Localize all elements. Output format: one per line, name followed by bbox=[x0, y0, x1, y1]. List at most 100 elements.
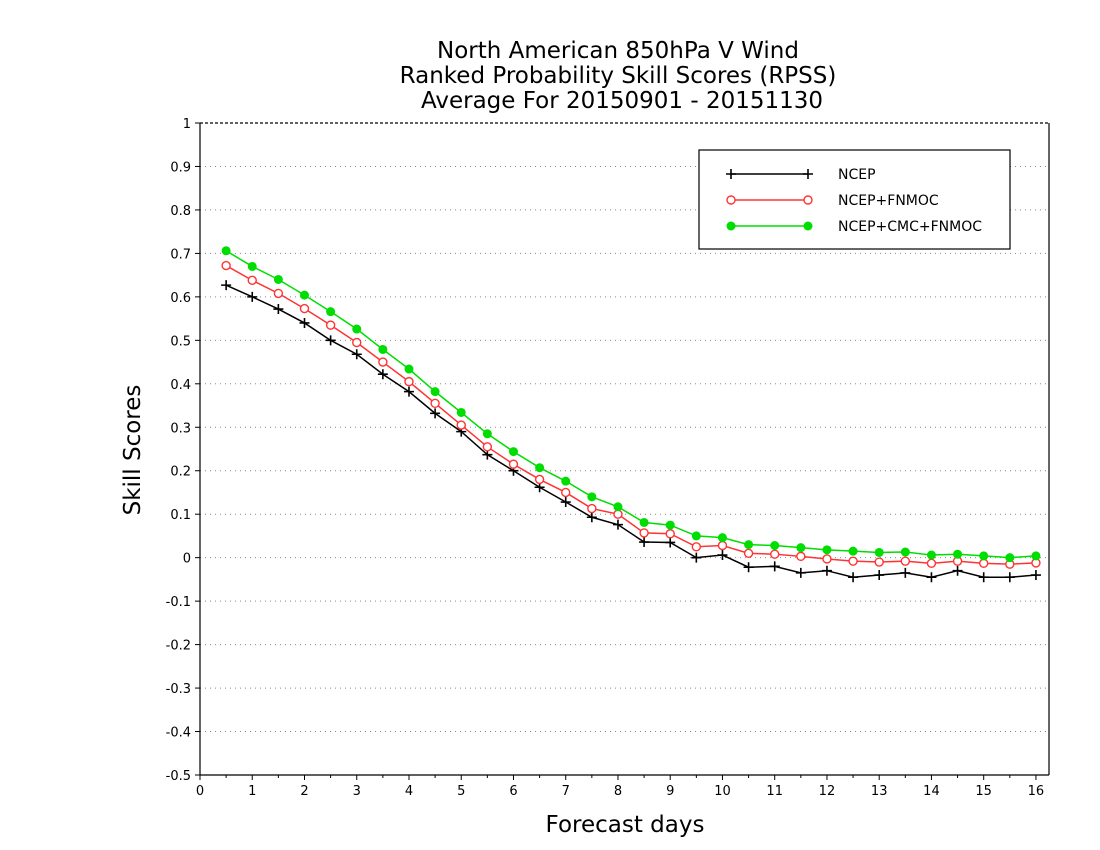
x-tick-label: 14 bbox=[923, 784, 940, 799]
plus-marker bbox=[821, 565, 832, 576]
y-tick-label: 0.3 bbox=[170, 421, 191, 436]
filled-circle-marker bbox=[639, 517, 649, 527]
plus-marker bbox=[1004, 572, 1015, 583]
open-circle-marker bbox=[508, 459, 519, 469]
y-tick-label: 0.5 bbox=[170, 334, 191, 349]
open-circle-marker bbox=[726, 195, 736, 205]
x-tick-label: 12 bbox=[819, 784, 836, 799]
x-tick-label: 2 bbox=[300, 784, 308, 799]
filled-circle-marker bbox=[874, 547, 884, 557]
filled-circle-marker bbox=[456, 407, 466, 417]
open-circle-marker bbox=[717, 540, 728, 551]
y-tick-label: 0.4 bbox=[170, 378, 191, 393]
open-circle-marker bbox=[978, 558, 989, 569]
filled-circle-marker bbox=[1005, 553, 1015, 563]
x-axis-title: Forecast days bbox=[546, 812, 705, 838]
y-tick-label: -0.4 bbox=[166, 726, 191, 741]
open-circle-marker bbox=[247, 275, 257, 286]
filled-circle-marker bbox=[900, 547, 910, 557]
plus-marker bbox=[726, 169, 736, 179]
open-circle-marker bbox=[482, 442, 493, 452]
filled-circle-marker bbox=[953, 549, 963, 559]
legend-label: NCEP bbox=[838, 167, 876, 183]
filled-circle-marker bbox=[822, 545, 832, 555]
plus-marker bbox=[1030, 570, 1041, 581]
title-line-1: North American 850hPa V Wind bbox=[437, 38, 799, 64]
open-circle-marker bbox=[404, 376, 414, 387]
chart-title: North American 850hPa V Wind Ranked Prob… bbox=[400, 38, 837, 114]
filled-circle-marker bbox=[535, 463, 545, 473]
plus-marker bbox=[325, 335, 336, 346]
filled-circle-marker bbox=[430, 387, 440, 397]
y-tick-label: -0.1 bbox=[166, 595, 191, 610]
plus-marker bbox=[430, 408, 441, 419]
open-circle-marker bbox=[456, 420, 466, 430]
series-ncep bbox=[221, 280, 1041, 583]
open-circle-marker bbox=[299, 303, 310, 314]
x-tick-label: 8 bbox=[614, 784, 622, 799]
title-line-3: Average For 20150901 - 20151130 bbox=[421, 88, 823, 114]
open-circle-marker bbox=[378, 357, 388, 367]
y-axis-title: Skill Scores bbox=[120, 385, 146, 516]
plus-marker bbox=[717, 550, 728, 561]
filled-circle-marker bbox=[352, 324, 362, 334]
open-circle-marker bbox=[221, 260, 231, 271]
open-circle-marker bbox=[534, 474, 545, 485]
filled-circle-marker bbox=[378, 344, 388, 354]
plus-marker bbox=[848, 572, 859, 583]
x-tick-label: 0 bbox=[196, 784, 204, 799]
filled-circle-marker bbox=[221, 246, 231, 256]
x-tick-label: 6 bbox=[509, 784, 517, 799]
plus-marker bbox=[221, 280, 232, 291]
series-ncep-cmc-fnmoc bbox=[221, 246, 1041, 563]
y-tick-label: 0.8 bbox=[170, 204, 191, 219]
filled-circle-marker bbox=[1031, 551, 1041, 561]
x-tick-label: 5 bbox=[457, 784, 465, 799]
legend-box bbox=[698, 149, 1011, 250]
plus-marker bbox=[351, 349, 362, 360]
y-tick-label: -0.2 bbox=[166, 639, 191, 654]
open-circle-marker bbox=[352, 337, 362, 348]
x-tick-label: 16 bbox=[1028, 784, 1045, 799]
legend-label: NCEP+CMC+FNMOC bbox=[838, 219, 982, 235]
series-line bbox=[225, 284, 1037, 578]
plus-marker bbox=[926, 572, 937, 583]
open-circle-marker bbox=[561, 487, 571, 498]
plus-marker bbox=[795, 567, 806, 578]
open-circle-marker bbox=[848, 556, 858, 566]
y-tick-label: 0.2 bbox=[170, 465, 191, 480]
series-line bbox=[225, 250, 1036, 559]
filled-circle-marker bbox=[247, 261, 257, 271]
y-tick-label: 1 bbox=[183, 117, 191, 132]
legend-item: NCEP bbox=[726, 167, 876, 183]
plus-marker bbox=[639, 537, 650, 548]
filled-circle-marker bbox=[273, 274, 283, 284]
filled-circle-marker bbox=[326, 307, 336, 317]
filled-circle-marker bbox=[299, 290, 309, 300]
filled-circle-marker bbox=[848, 546, 858, 556]
series-line bbox=[225, 264, 1036, 565]
plus-marker bbox=[403, 386, 414, 397]
plus-marker bbox=[665, 537, 676, 548]
filled-circle-marker bbox=[926, 550, 936, 560]
y-tick-label: 0.9 bbox=[170, 160, 191, 175]
plus-marker bbox=[586, 512, 597, 523]
open-circle-marker bbox=[803, 195, 813, 205]
plus-marker bbox=[743, 562, 754, 573]
filled-circle-marker bbox=[561, 476, 571, 486]
x-tick-label: 1 bbox=[248, 784, 256, 799]
y-tick-label: -0.5 bbox=[166, 769, 191, 784]
filled-circle-marker bbox=[691, 531, 701, 541]
filled-circle-marker bbox=[726, 221, 736, 231]
legend-label: NCEP+FNMOC bbox=[838, 193, 939, 209]
filled-circle-marker bbox=[744, 540, 754, 550]
x-tick-label: 11 bbox=[766, 784, 783, 799]
open-circle-marker bbox=[273, 288, 284, 299]
open-circle-marker bbox=[796, 551, 806, 562]
filled-circle-marker bbox=[482, 429, 492, 439]
plus-marker bbox=[377, 369, 388, 380]
open-circle-marker bbox=[900, 556, 911, 566]
x-tick-label: 9 bbox=[666, 784, 674, 799]
filled-circle-marker bbox=[796, 543, 806, 553]
